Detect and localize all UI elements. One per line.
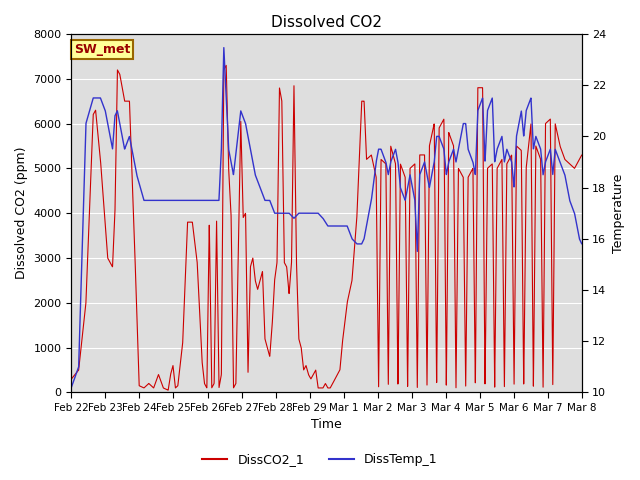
Text: SW_met: SW_met (74, 43, 131, 56)
Legend: DissCO2_1, DissTemp_1: DissCO2_1, DissTemp_1 (197, 448, 443, 471)
Title: Dissolved CO2: Dissolved CO2 (271, 15, 382, 30)
Y-axis label: Temperature: Temperature (612, 173, 625, 253)
Y-axis label: Dissolved CO2 (ppm): Dissolved CO2 (ppm) (15, 147, 28, 279)
X-axis label: Time: Time (311, 419, 342, 432)
